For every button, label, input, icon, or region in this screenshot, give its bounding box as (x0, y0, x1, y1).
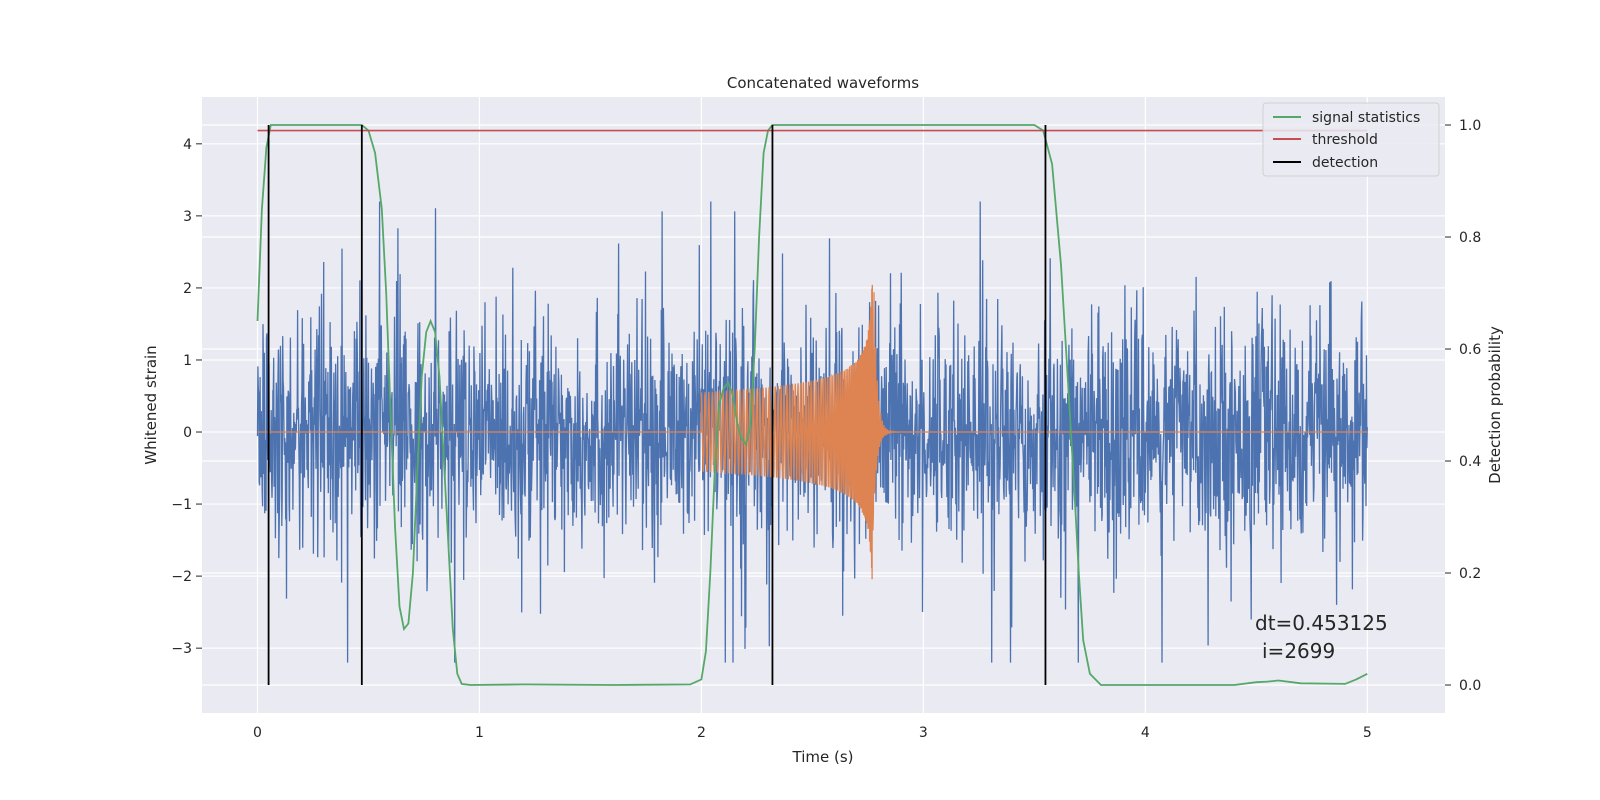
y-tick-label: 1 (183, 353, 192, 369)
y2-axis-label: Detection probability (1486, 326, 1504, 484)
y-tick-label: −1 (171, 497, 192, 513)
legend-label-signal-statistics: signal statistics (1312, 110, 1420, 126)
y-tick-label: −3 (171, 641, 192, 657)
y-tick-label: 4 (183, 137, 192, 153)
stat-layer (256, 124, 1368, 686)
x-tick-label: 3 (919, 725, 928, 741)
annotation-i: i=2699 (1262, 639, 1335, 663)
chart-title: Concatenated waveforms (727, 74, 919, 92)
y2-tick-label: 1.0 (1459, 118, 1481, 134)
legend: signal statistics threshold detection (1262, 102, 1440, 177)
x-tick-label: 2 (697, 725, 706, 741)
y2-tick-label: 0.4 (1459, 454, 1481, 470)
x-axis-label: Time (s) (792, 748, 854, 766)
y-tick-label: −2 (171, 569, 192, 585)
y2-tick-label: 0.6 (1459, 342, 1481, 358)
ticks-layer: 0 1 2 3 4 5 −3 −2 −1 0 1 2 3 4 0.0 0.2 0.4 0.6 0.8 1.0 (171, 118, 1481, 741)
annotation-dt: dt=0.453125 (1255, 611, 1388, 635)
y-tick-label: 2 (183, 281, 192, 297)
y-tick-label: 0 (183, 425, 192, 441)
y2-tick-label: 0.8 (1459, 230, 1481, 246)
legend-label-threshold: threshold (1312, 132, 1378, 148)
y-tick-label: 3 (183, 209, 192, 225)
x-tick-label: 0 (253, 725, 262, 741)
signal-statistics-line (256, 124, 1368, 686)
injection-line (257, 284, 1368, 580)
injection-layer (257, 284, 1368, 580)
legend-box (1262, 102, 1440, 177)
x-tick-label: 5 (1363, 725, 1372, 741)
y2-tick-label: 0.2 (1459, 566, 1481, 582)
legend-label-detection: detection (1312, 155, 1378, 171)
x-tick-label: 4 (1141, 725, 1150, 741)
y2-tick-label: 0.0 (1459, 678, 1481, 694)
x-tick-label: 1 (475, 725, 484, 741)
y-axis-label: Whitened strain (142, 345, 160, 464)
